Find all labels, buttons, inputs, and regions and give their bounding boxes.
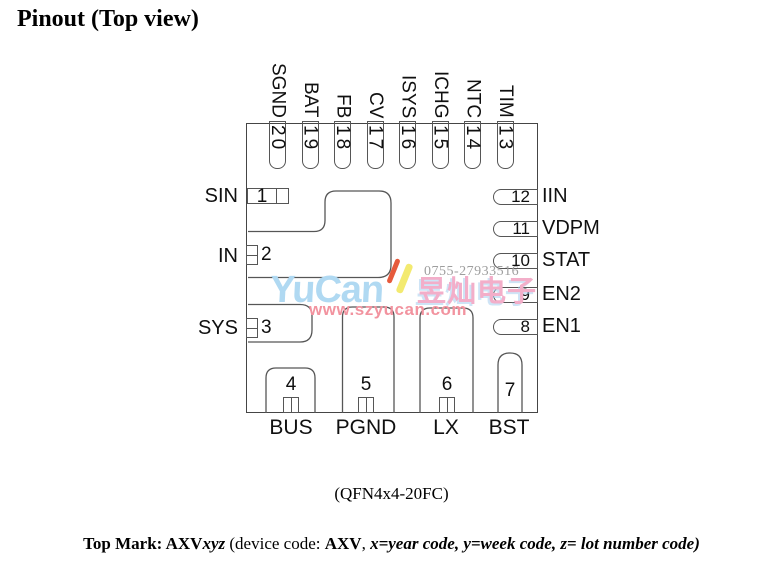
pin-15-label: ICHG (430, 70, 451, 119)
pin-16-label: ISYS (397, 74, 419, 118)
pin-9-label: EN2 (542, 283, 581, 305)
pin-19-number: 19 (299, 125, 321, 153)
pin-16-number: 16 (397, 125, 418, 153)
pin-9-number: 9 (520, 285, 530, 304)
top-mark-xyz: xyz (202, 534, 226, 553)
pin-3-pad-divider (247, 328, 257, 329)
pin-3-label: SYS (197, 317, 238, 339)
pin-4-pad-divider (291, 398, 292, 412)
pin-15-number: 15 (429, 125, 451, 153)
top-mark-comma: , (361, 534, 371, 553)
pin-8-pad: 8 (493, 317, 538, 336)
pin-18-number: 18 (332, 125, 353, 153)
pin-20-label: SGND (267, 63, 289, 118)
pin-2-label: IN (218, 245, 238, 267)
pin-2-pad-divider (247, 255, 257, 256)
pin-4-label: BUS (269, 416, 313, 439)
pin-10-pad: 10 (493, 251, 538, 270)
pin-15-pad: 15 (429, 121, 451, 169)
pin-3-pad (246, 318, 258, 338)
pin-19-label: BAT (300, 82, 321, 118)
pin-5-pad (358, 397, 374, 413)
pin-4-pad (283, 397, 299, 413)
package-outline (246, 123, 538, 413)
pin-5-number: 5 (360, 374, 372, 395)
pin-2-number: 2 (261, 244, 272, 265)
pin-12-pad: 12 (493, 187, 538, 206)
pin-17-pad: 17 (364, 121, 386, 169)
pin-1-number: 1 (256, 186, 268, 207)
pin-5-label: PGND (335, 416, 397, 439)
pin-8-label: EN1 (542, 315, 581, 337)
pin-11-pad: 11 (493, 219, 538, 238)
pin-13-label: TIM (495, 85, 516, 118)
pin-3-number: 3 (261, 317, 272, 338)
pin-7-number: 7 (504, 380, 516, 401)
package-caption: (QFN4x4-20FC) (334, 484, 449, 503)
pin-5-pad-divider (366, 398, 367, 412)
pin-8-number: 8 (520, 317, 530, 336)
pin-19-pad: 19 (299, 121, 321, 169)
top-mark-device-code: AXV (324, 534, 362, 553)
pin-1-pad-divider (276, 189, 277, 203)
pin-4-number: 4 (285, 374, 297, 395)
pin-14-pad: 14 (462, 121, 483, 169)
top-mark-prefix: Top Mark: AXV (83, 534, 203, 553)
pin-18-label: FB (332, 93, 354, 118)
pin-6-label: LX (433, 416, 459, 439)
pin-14-number: 14 (462, 125, 483, 153)
pin-17-label: CV (365, 91, 386, 118)
pin-11-label: VDPM (542, 217, 600, 239)
pin-10-label: STAT (542, 249, 591, 271)
pin-1-label: SIN (204, 185, 238, 207)
pin-6-pad-divider (447, 398, 448, 412)
pin-2-pad (246, 245, 258, 265)
pin-6-pad (439, 397, 455, 413)
pin-1-pad: 1 (247, 186, 289, 207)
pin-12-label: IIN (542, 185, 568, 207)
pin-6-number: 6 (441, 374, 453, 395)
top-mark-mid: (device code: (225, 534, 325, 553)
top-mark-note: Top Mark: AXVxyz (device code: AXV, x=ye… (0, 534, 783, 554)
pin-18-pad: 18 (332, 121, 353, 169)
top-mark-codes: x=year code, y=week code, z= lot number … (370, 534, 700, 553)
pin-20-pad: 20 (267, 121, 288, 169)
pin-13-number: 13 (494, 125, 516, 153)
pin-11-number: 11 (512, 219, 530, 238)
page-title: Pinout (Top view) (17, 6, 199, 32)
pin-17-number: 17 (364, 125, 386, 153)
pin-9-pad: 9 (493, 285, 538, 304)
pin-16-pad: 16 (397, 121, 418, 169)
pin-20-number: 20 (267, 125, 288, 153)
pin-13-pad: 13 (494, 121, 516, 169)
pin-14-label: NTC (462, 78, 484, 118)
pin-12-number: 12 (511, 187, 530, 206)
pin-7-label: BST (488, 416, 530, 439)
pin-10-number: 10 (511, 251, 530, 270)
